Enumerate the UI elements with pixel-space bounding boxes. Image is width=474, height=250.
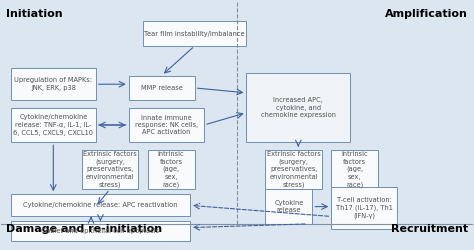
FancyBboxPatch shape: [11, 194, 190, 216]
Text: Cytokine/chemokine
release: TNF-α, IL-1, IL-
6, CCL5, CXCL9, CXCL10: Cytokine/chemokine release: TNF-α, IL-1,…: [13, 114, 93, 136]
FancyBboxPatch shape: [11, 222, 190, 241]
Text: Increased APC,
cytokine, and
chemokine expression: Increased APC, cytokine, and chemokine e…: [261, 97, 336, 118]
Text: Intrinsic
factors
(age,
sex,
race): Intrinsic factors (age, sex, race): [158, 151, 184, 188]
Text: Cytokine/chemokine release: APC reactivation: Cytokine/chemokine release: APC reactiva…: [23, 202, 178, 208]
FancyBboxPatch shape: [147, 150, 195, 189]
FancyBboxPatch shape: [11, 68, 96, 100]
Text: Upregulation of MAPKs:
JNK, ERK, p38: Upregulation of MAPKs: JNK, ERK, p38: [14, 78, 92, 91]
Text: Damage and re-initiation: Damage and re-initiation: [6, 224, 162, 234]
Text: Extrinsic factors
(surgery,
preservatives,
environmental
stress): Extrinsic factors (surgery, preservative…: [267, 151, 320, 188]
FancyBboxPatch shape: [129, 76, 195, 100]
Text: Innate immune
response: NK cells,
APC activation: Innate immune response: NK cells, APC ac…: [135, 114, 198, 136]
Text: Extrinsic factors
(surgery,
preservatives,
environmental
stress): Extrinsic factors (surgery, preservative…: [83, 151, 137, 188]
FancyBboxPatch shape: [265, 189, 312, 224]
FancyBboxPatch shape: [129, 108, 204, 142]
Text: MMP release: MMP release: [141, 85, 182, 91]
Text: Initiation: Initiation: [6, 9, 63, 19]
FancyBboxPatch shape: [265, 150, 322, 189]
FancyBboxPatch shape: [331, 150, 378, 189]
FancyBboxPatch shape: [331, 187, 397, 229]
Text: Goblet and epithelial cell apoptosis: Goblet and epithelial cell apoptosis: [41, 228, 159, 234]
Text: Amplification: Amplification: [385, 9, 468, 19]
Text: Recruitment: Recruitment: [391, 224, 468, 234]
Text: Intrinsic
factors
(age,
sex,
race): Intrinsic factors (age, sex, race): [342, 151, 368, 188]
Text: T-cell activation:
Th17 (IL-17), Th1
(IFN-γ): T-cell activation: Th17 (IL-17), Th1 (IF…: [336, 197, 392, 219]
FancyBboxPatch shape: [11, 108, 96, 142]
Text: Cytokine
release: Cytokine release: [274, 200, 303, 213]
Text: Tear film instability/imbalance: Tear film instability/imbalance: [145, 30, 245, 36]
FancyBboxPatch shape: [143, 21, 246, 46]
FancyBboxPatch shape: [246, 73, 350, 142]
FancyBboxPatch shape: [82, 150, 138, 189]
